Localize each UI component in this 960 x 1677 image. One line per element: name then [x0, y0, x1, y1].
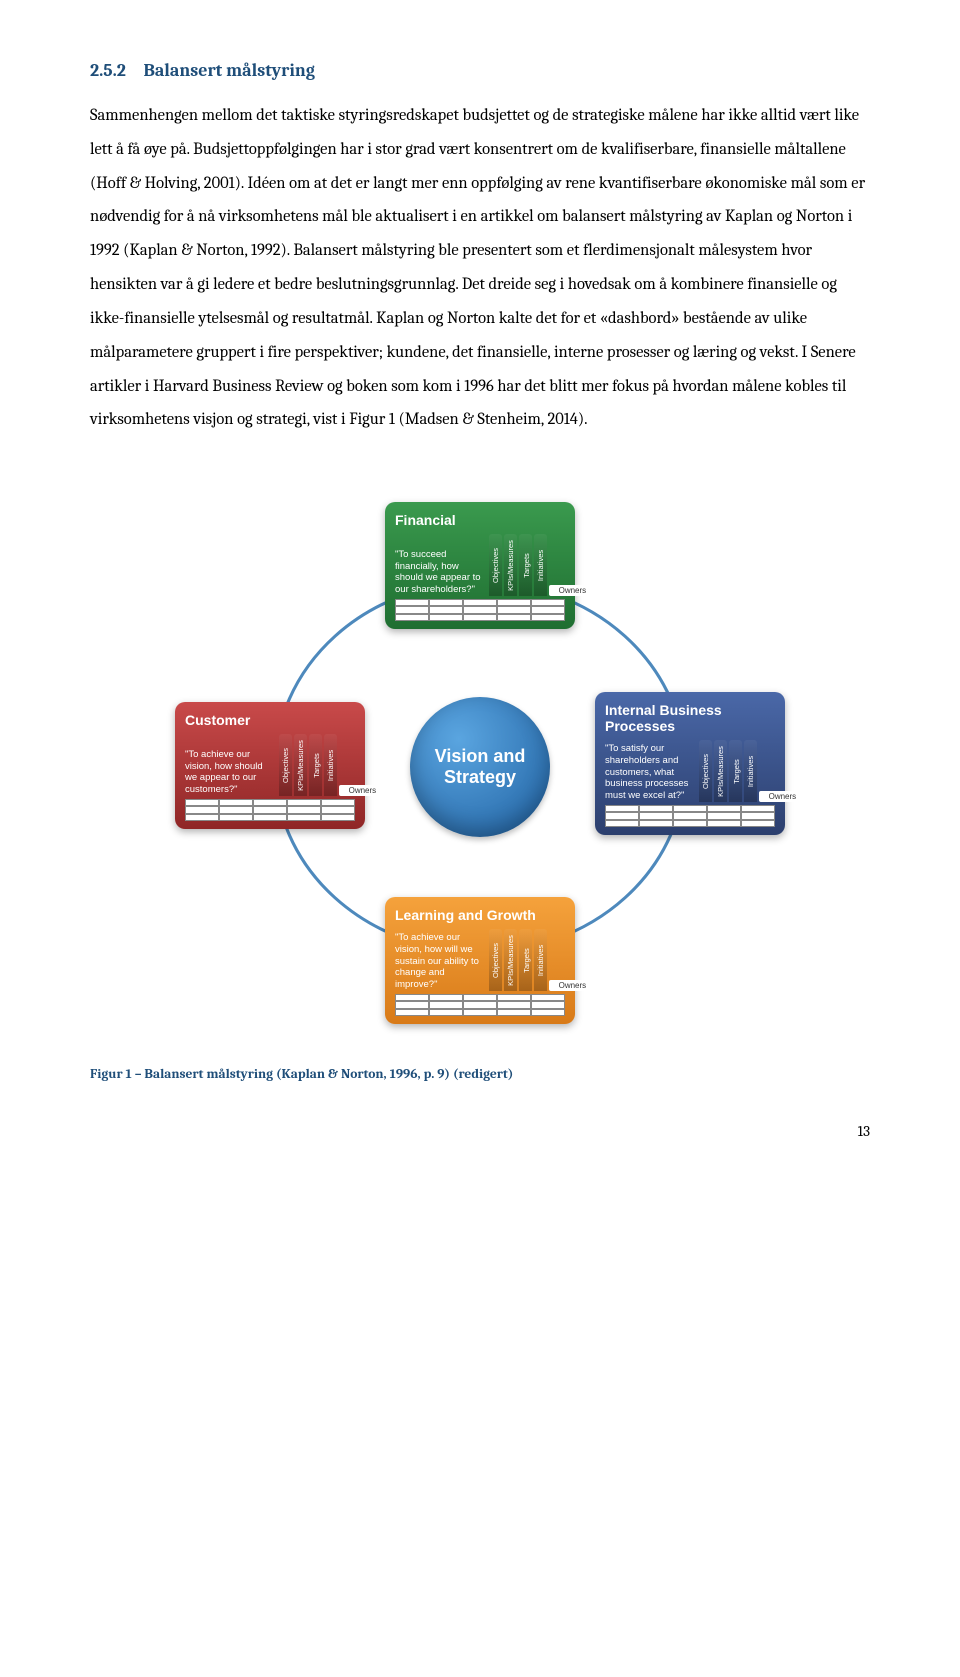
figure-caption: Figur 1 – Balansert målstyring (Kaplan &… [90, 1067, 870, 1082]
card-learning-title: Learning and Growth [395, 907, 565, 923]
card-internal-title: Internal Business Processes [605, 702, 775, 734]
card-financial-title: Financial [395, 512, 565, 528]
card-internal: Internal Business Processes "To satisfy … [595, 692, 785, 835]
card-customer-tabs: Objectives KPIs/Measures Targets Initiat… [279, 734, 385, 796]
vtab-objectives: Objectives [491, 548, 500, 583]
page-number: 13 [90, 1122, 870, 1140]
vtab-objectives: Objectives [701, 754, 710, 789]
center-vision-strategy: Vision and Strategy [410, 697, 550, 837]
figure-balanced-scorecard: Vision and Strategy Financial "To succee… [90, 502, 870, 1032]
heading-number: 2.5.2 [90, 60, 126, 81]
card-financial: Financial "To succeed financially, how s… [385, 502, 575, 629]
card-learning-tabs: Objectives KPIs/Measures Targets Initiat… [489, 929, 595, 991]
heading-title: Balansert målstyring [143, 60, 314, 81]
card-internal-table [605, 805, 775, 827]
center-label: Vision and Strategy [410, 746, 550, 788]
owners-label: Owners [759, 791, 805, 802]
card-financial-quote: "To succeed financially, how should we a… [395, 549, 483, 597]
owners-label: Owners [549, 980, 595, 991]
vtab-initiatives: Initiatives [536, 549, 545, 580]
vtab-objectives: Objectives [281, 748, 290, 783]
owners-label: Owners [549, 585, 595, 596]
card-internal-tabs: Objectives KPIs/Measures Targets Initiat… [699, 740, 805, 802]
card-customer-title: Customer [185, 712, 355, 728]
vtab-kpis: KPIs/Measures [716, 746, 725, 797]
section-heading: 2.5.2 Balansert målstyring [90, 60, 870, 81]
card-customer-quote: "To achieve our vision, how should we ap… [185, 749, 273, 797]
vtab-kpis: KPIs/Measures [506, 935, 515, 986]
card-customer-table [185, 799, 355, 821]
vtab-targets: Targets [521, 948, 530, 973]
vtab-initiatives: Initiatives [746, 755, 755, 786]
card-learning: Learning and Growth "To achieve our visi… [385, 897, 575, 1024]
body-paragraph: Sammenhengen mellom det taktiske styring… [90, 99, 870, 437]
card-financial-tabs: Objectives KPIs/Measures Targets Initiat… [489, 534, 595, 596]
vtab-initiatives: Initiatives [326, 749, 335, 780]
owners-label: Owners [339, 785, 385, 796]
vtab-kpis: KPIs/Measures [506, 540, 515, 591]
vtab-targets: Targets [521, 553, 530, 578]
card-financial-table [395, 599, 565, 621]
vtab-targets: Targets [731, 759, 740, 784]
bsc-diagram: Vision and Strategy Financial "To succee… [180, 502, 780, 1032]
card-customer: Customer "To achieve our vision, how sho… [175, 702, 365, 829]
vtab-objectives: Objectives [491, 943, 500, 978]
vtab-targets: Targets [311, 753, 320, 778]
card-learning-quote: "To achieve our vision, how will we sust… [395, 932, 483, 991]
card-learning-table [395, 994, 565, 1016]
vtab-initiatives: Initiatives [536, 944, 545, 975]
card-internal-quote: "To satisfy our shareholders and custome… [605, 743, 693, 802]
vtab-kpis: KPIs/Measures [296, 740, 305, 791]
